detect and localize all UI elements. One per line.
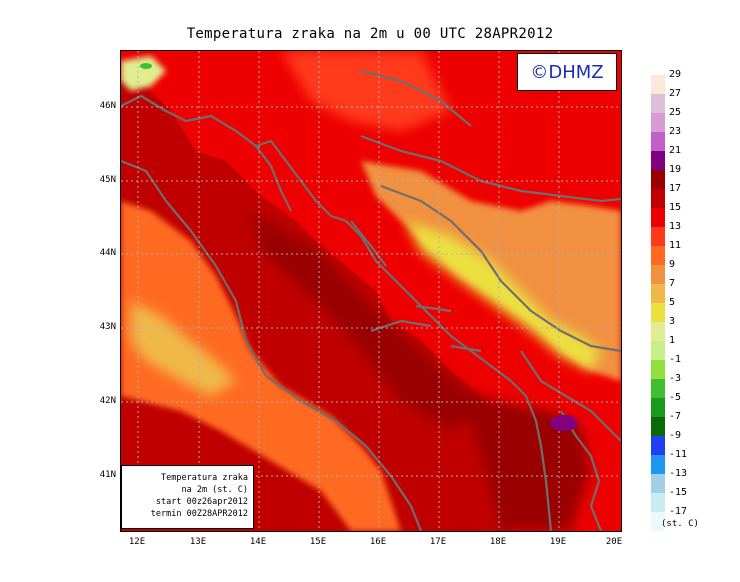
legend-swatch <box>651 512 665 531</box>
coastlines <box>121 69 621 531</box>
legend-label: -9 <box>669 430 682 441</box>
dinaric-cool <box>406 221 601 371</box>
lon-label-17e: 17E <box>429 537 447 547</box>
legend-swatch <box>651 113 665 132</box>
green-cell <box>140 63 152 69</box>
lat-label-44n: 44N <box>99 248 116 258</box>
legend-label: -11 <box>669 449 688 460</box>
info-line-start: start 00z26apr2012 <box>155 497 248 507</box>
lon-label-19e: 19E <box>549 537 567 547</box>
legend-label: -13 <box>669 468 688 479</box>
legend-label: 13 <box>669 221 682 232</box>
legend-swatch <box>651 341 665 360</box>
legend-label: 21 <box>669 145 682 156</box>
legend-label: 11 <box>669 240 682 251</box>
legend-swatch <box>651 75 665 94</box>
legend-swatch <box>651 265 665 284</box>
deep-sea-core <box>251 211 481 431</box>
lon-label-14e: 14E <box>249 537 267 547</box>
legend-swatch <box>651 379 665 398</box>
map-canvas <box>121 51 621 531</box>
legend-label: -17 <box>669 506 688 517</box>
lon-label-13e: 13E <box>189 537 207 547</box>
legend-units: (st. C) <box>661 519 699 529</box>
legend-label: -3 <box>669 373 682 384</box>
legend-label: -7 <box>669 411 682 422</box>
legend-swatch <box>651 360 665 379</box>
legend-swatch <box>651 417 665 436</box>
alps-cool <box>121 56 166 91</box>
temperature-map <box>120 50 622 532</box>
lon-label-12e: 12E <box>128 537 146 547</box>
legend-label: 23 <box>669 126 682 137</box>
legend-swatch <box>651 284 665 303</box>
legend-swatch <box>651 94 665 113</box>
legend-swatch <box>651 132 665 151</box>
legend-label: 3 <box>669 316 676 327</box>
cold-cell <box>550 415 578 431</box>
north-land-orange <box>281 51 451 131</box>
legend-label: 7 <box>669 278 676 289</box>
legend-swatch <box>651 227 665 246</box>
lat-label-46n: 46N <box>99 101 116 111</box>
legend-label: 5 <box>669 297 676 308</box>
legend-label: 27 <box>669 88 682 99</box>
legend-swatch <box>651 170 665 189</box>
lon-label-18e: 18E <box>489 537 507 547</box>
info-line-variable: Temperatura zraka <box>161 473 248 483</box>
lon-label-16e: 16E <box>369 537 387 547</box>
legend-label: 9 <box>669 259 676 270</box>
info-line-termin: termin 00Z28APR2012 <box>150 509 248 519</box>
italy-land-cool <box>131 301 236 396</box>
legend-swatch <box>651 455 665 474</box>
legend-label: 29 <box>669 69 682 80</box>
legend-label: 15 <box>669 202 682 213</box>
legend-label: 25 <box>669 107 682 118</box>
legend-swatch <box>651 151 665 170</box>
lat-label-42n: 42N <box>99 396 116 406</box>
lat-label-43n: 43N <box>99 322 116 332</box>
legend-swatch <box>651 474 665 493</box>
legend-swatch <box>651 303 665 322</box>
legend-label: -15 <box>669 487 688 498</box>
legend-swatch <box>651 436 665 455</box>
legend-label: -1 <box>669 354 682 365</box>
legend-swatch <box>651 493 665 512</box>
legend-swatch <box>651 189 665 208</box>
lat-label-41n: 41N <box>99 470 116 480</box>
legend-label: 19 <box>669 164 682 175</box>
lon-label-20e: 20E <box>605 537 623 547</box>
legend-label: -5 <box>669 392 682 403</box>
graticule <box>121 51 621 531</box>
dhmz-watermark: ©DHMZ <box>517 53 617 91</box>
info-box: Temperatura zraka na 2m (st. C) start 00… <box>121 465 254 529</box>
legend-swatch <box>651 398 665 417</box>
legend-label: 1 <box>669 335 676 346</box>
lat-label-45n: 45N <box>99 175 116 185</box>
info-line-units: na 2m (st. C) <box>181 485 248 495</box>
map-title: Temperatura zraka na 2m u 00 UTC 28APR20… <box>186 26 554 42</box>
legend-swatch <box>651 208 665 227</box>
legend-label: 17 <box>669 183 682 194</box>
lon-label-15e: 15E <box>309 537 327 547</box>
legend-swatch <box>651 322 665 341</box>
legend-swatch <box>651 246 665 265</box>
